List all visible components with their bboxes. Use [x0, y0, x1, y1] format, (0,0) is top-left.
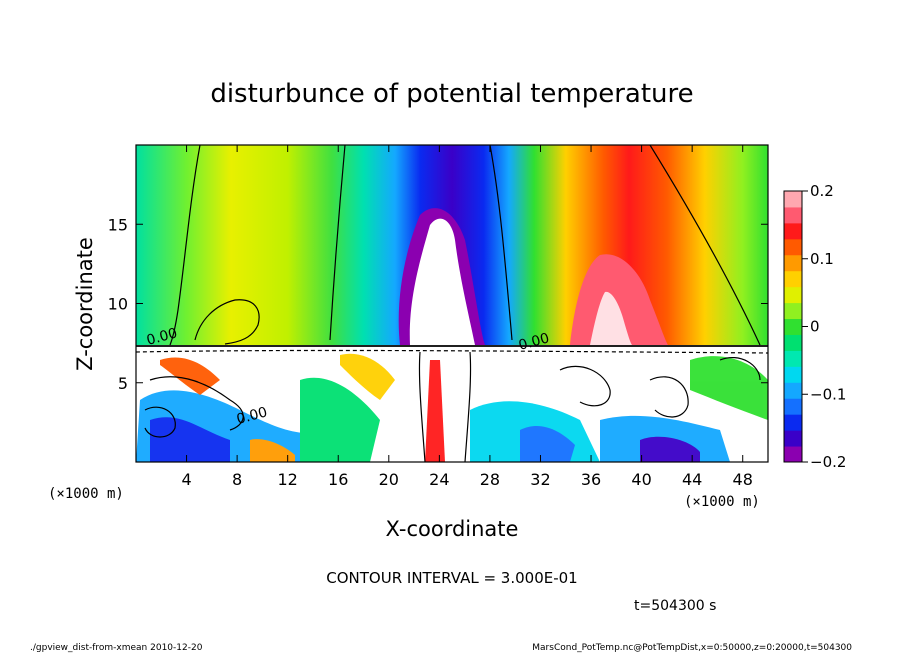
x-tick-label: 20	[379, 470, 399, 489]
lower-patches	[136, 353, 768, 462]
warm-core	[570, 254, 668, 345]
colorbar-swatch	[784, 191, 802, 208]
x-tick-label: 28	[480, 470, 500, 489]
x-tick-label: 8	[232, 470, 242, 489]
y-tick-label: 10	[108, 295, 128, 314]
colorbar	[784, 191, 802, 463]
chart-title: disturbunce of potential temperature	[210, 79, 693, 109]
contour-interval: CONTOUR INTERVAL = 3.000E-01	[326, 569, 577, 587]
colorbar-tick-label: 0	[810, 318, 820, 336]
colorbar-swatch	[784, 254, 802, 272]
colorbar-swatch	[784, 414, 802, 431]
x-unit-right: (×1000 m)	[684, 494, 760, 510]
contour-label: 0.00	[235, 404, 269, 428]
x-tick-label: 44	[682, 470, 702, 489]
y-axis: 5 10 15	[108, 215, 768, 393]
x-tick-label: 4	[181, 470, 191, 489]
colorbar-swatch	[784, 446, 802, 463]
colorbar-swatch	[784, 238, 802, 256]
colorbar-swatch	[784, 318, 802, 335]
colorbar-swatch	[784, 286, 802, 304]
colorbar-tick-label: −0.1	[810, 385, 846, 403]
y-axis-label: Z-coordinate	[73, 237, 97, 371]
colorbar-swatch	[784, 222, 802, 240]
footer-left: ./gpview_dist-from-xmean 2010-12-20	[30, 643, 203, 653]
colorbar-tick-label: −0.2	[810, 453, 846, 471]
footer-right: MarsCond_PotTemp.nc@PotTempDist,x=0:5000…	[532, 643, 852, 653]
colorbar-tick-label: 0.1	[810, 250, 834, 268]
colorbar-swatch	[784, 382, 802, 399]
colorbar-swatch	[784, 430, 802, 447]
colorbar-swatch	[784, 366, 802, 383]
x-tick-label: 32	[530, 470, 550, 489]
colorbar-swatch	[784, 334, 802, 351]
cold-core-center	[409, 218, 475, 345]
colorbar-swatch	[784, 270, 802, 288]
x-axis: 4 8 12 16 20 24 28 32 36 40 44 48	[181, 145, 753, 489]
contour-label: 0.00	[517, 330, 551, 354]
x-unit-left: (×1000 m)	[48, 486, 124, 502]
warm-core-center	[590, 291, 632, 345]
plot-area: 0.00 0.00 0.00	[136, 145, 768, 462]
contour-lines	[136, 145, 768, 462]
x-tick-label: 24	[429, 470, 449, 489]
contour-label: 0.00	[145, 325, 179, 349]
colorbar-tick-label: 0.2	[810, 182, 834, 200]
colorbar-ticks: 0.2 0.1 0 −0.1 −0.2	[802, 182, 846, 471]
colorbar-swatch	[784, 302, 802, 320]
y-tick-label: 15	[108, 215, 128, 234]
x-tick-label: 48	[733, 470, 753, 489]
colorbar-swatch	[784, 350, 802, 367]
time-label: t=504300 s	[634, 598, 716, 614]
x-axis-label: X-coordinate	[386, 517, 519, 541]
x-tick-label: 36	[581, 470, 601, 489]
x-tick-label: 12	[278, 470, 298, 489]
x-tick-label: 16	[328, 470, 348, 489]
colorbar-swatch	[784, 206, 802, 224]
x-tick-label: 40	[631, 470, 651, 489]
y-tick-label: 5	[118, 374, 128, 393]
colorbar-swatch	[784, 398, 802, 415]
